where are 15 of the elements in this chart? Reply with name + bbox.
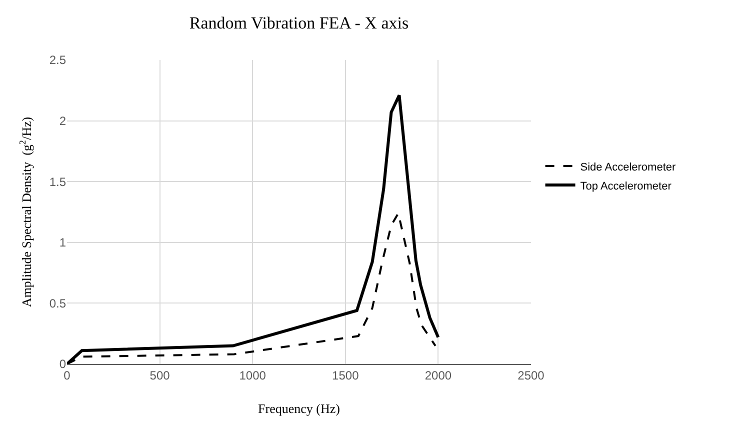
legend-label: Side Accelerometer — [580, 161, 676, 174]
x-axis-title: Frequency (Hz) — [258, 401, 340, 416]
legend-label: Top Accelerometer — [580, 180, 672, 192]
x-tick-label: 500 — [150, 368, 170, 382]
y-tick-label: 1 — [59, 236, 66, 250]
y-tick-label: 2 — [59, 114, 66, 128]
chart-title: Random Vibration FEA - X axis — [189, 14, 409, 33]
x-tick-label: 1500 — [332, 368, 360, 382]
y-tick-label: 2.5 — [49, 53, 66, 68]
x-tick-label: 2000 — [424, 368, 452, 382]
y-tick-label: 1.5 — [49, 174, 66, 189]
x-tick-label: 1000 — [239, 368, 266, 382]
y-tick-label: 0 — [59, 357, 66, 372]
y-tick-label: 0.5 — [49, 296, 66, 310]
x-tick-label: 2500 — [518, 368, 545, 382]
